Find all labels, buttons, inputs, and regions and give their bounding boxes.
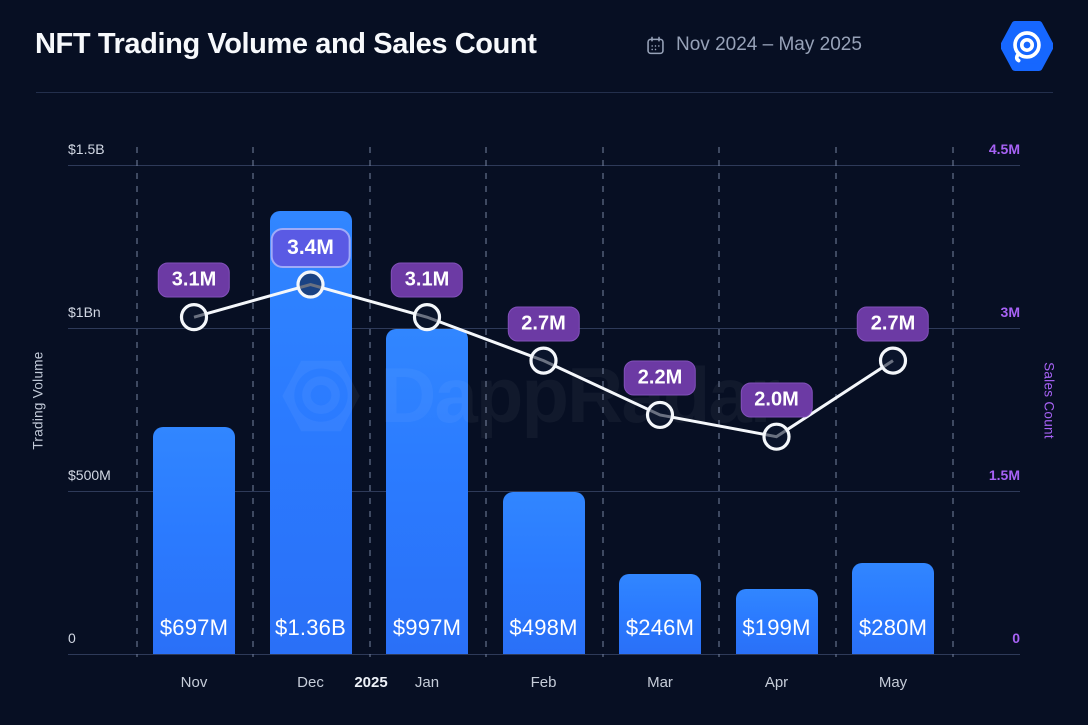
sales-count-point[interactable] [762,422,791,451]
date-range-label: Nov 2024 – May 2025 [676,34,862,55]
right-axis-tick: 3M [1000,304,1020,320]
x-axis-month-label: Dec [297,674,324,691]
left-axis-tick: 0 [68,630,76,646]
right-axis-tick: 0 [1012,630,1020,646]
volume-bar-value: $280M [858,615,928,640]
sales-count-point[interactable] [412,303,442,332]
watermark: DappRadar [278,350,780,441]
volume-bar-value: $997M [392,615,462,640]
volume-bar[interactable] [153,426,235,654]
x-axis-year-label: 2025 [354,674,388,691]
page-title: NFT Trading Volume and Sales Count [35,28,537,60]
left-axis-title: Trading Volume [30,351,46,450]
left-axis-tick: $500M [68,467,111,483]
volume-bar-value: $1.36B [275,615,346,640]
volume-bar[interactable] [269,210,352,654]
x-axis-month-label: Jan [414,674,440,691]
gridline-horizontal [68,165,1020,166]
header-divider [36,92,1053,93]
volume-bar[interactable] [502,491,585,654]
gridline-horizontal [68,654,1020,655]
sales-count-point[interactable] [645,400,675,430]
x-axis-month-label: May [878,674,908,691]
gridline-vertical-dashed [485,147,487,657]
sales-badge[interactable]: 2.2M [623,360,697,396]
sales-badge-highlighted[interactable]: 3.4M [270,227,351,268]
date-range-selector[interactable]: Nov 2024 – May 2025 [645,34,862,56]
volume-bar[interactable] [386,328,468,654]
x-axis-month-label: Nov [180,674,208,691]
right-axis-title: Sales Count [1041,362,1057,439]
gridline-vertical-dashed [951,147,954,657]
gridline-vertical-dashed [601,147,604,657]
volume-bar-value: $697M [159,615,229,640]
volume-bar-value: $498M [509,615,578,640]
right-axis-tick: 4.5M [988,141,1020,157]
x-axis-month-label: Apr [764,674,789,691]
right-axis-tick: 1.5M [988,467,1020,483]
volume-bar[interactable] [735,589,818,654]
header: NFT Trading Volume and Sales Count Nov 2… [0,0,1088,93]
x-axis-month-label: Mar [647,674,673,691]
x-axis-month-label: Feb [530,674,557,691]
sales-badge[interactable]: 2.7M [856,306,930,342]
gridline-vertical-dashed [368,147,371,657]
gridline-vertical-dashed [834,147,837,657]
gridline-vertical-dashed [718,147,720,657]
sales-count-point[interactable] [529,346,558,375]
volume-bar[interactable] [619,573,701,654]
gridline-horizontal [68,491,1020,492]
sales-count-point[interactable] [878,346,908,375]
sales-badge[interactable]: 2.7M [507,306,580,342]
volume-bar-value: $199M [742,615,811,640]
logo-hexagon [999,21,1055,71]
sales-badge[interactable]: 3.1M [390,262,464,298]
gridline-vertical-dashed [252,147,254,657]
sales-badge[interactable]: 3.1M [157,262,231,298]
left-axis-tick: $1Bn [68,304,101,320]
sales-badge[interactable]: 2.0M [740,382,813,418]
volume-bar[interactable] [852,562,934,654]
sales-count-point[interactable] [179,303,209,332]
volume-bar-value: $246M [625,615,695,640]
calendar-icon [645,35,666,56]
left-axis-tick: $1.5B [68,141,105,157]
dappradar-logo[interactable] [999,20,1055,72]
gridline-vertical-dashed [135,147,138,657]
